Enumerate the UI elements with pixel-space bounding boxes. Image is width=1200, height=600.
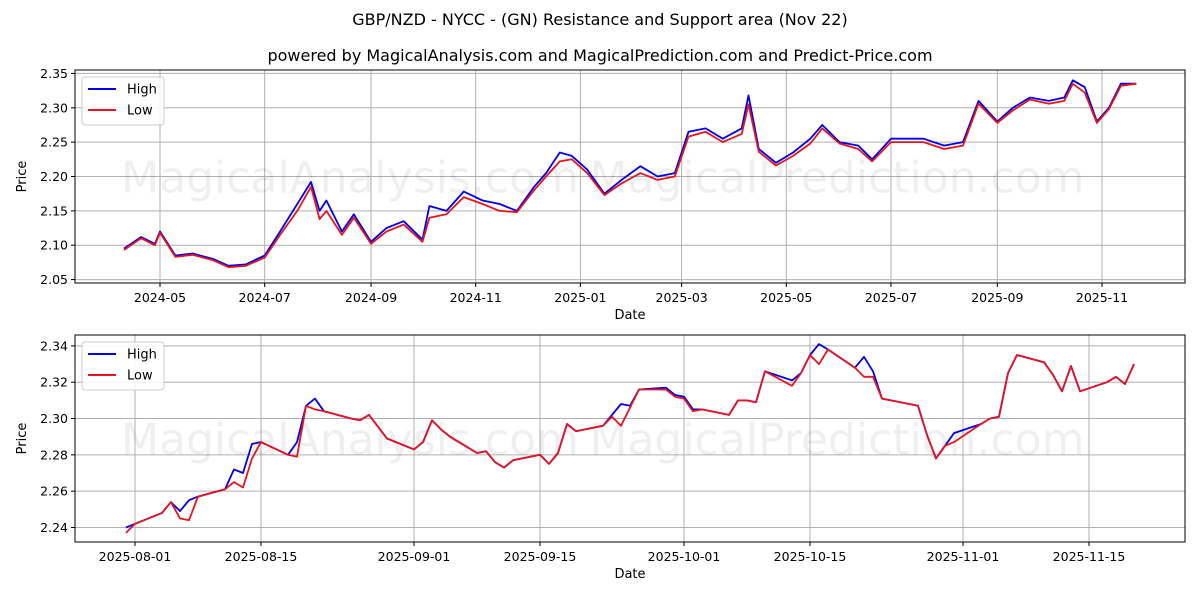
x-tick-label: 2025-10-15 [774, 549, 847, 564]
plot-frame [74, 69, 1186, 284]
x-tick-label: 2025-11-15 [1053, 549, 1126, 564]
y-tick-label: 2.34 [40, 338, 68, 353]
y-tick-label: 2.25 [40, 135, 68, 150]
x-tick-label: 2025-09-15 [504, 549, 577, 564]
x-tick-label: 2025-11-01 [927, 549, 1000, 564]
watermark: MagicalPrediction.com [590, 153, 1085, 204]
y-axis-label: Price [15, 423, 30, 455]
x-axis-label: Date [614, 308, 645, 323]
watermark: MagicalAnalysis.com [121, 153, 579, 204]
chart-subtitle: powered by MagicalAnalysis.com and Magic… [267, 46, 933, 65]
high-series-line [123, 79, 1137, 267]
y-axis-label: Price [15, 161, 30, 193]
x-tick-label: 2024-11 [450, 290, 502, 305]
legend: High Low [81, 341, 165, 391]
bottom-chart-panel: 2.24 2.26 2.28 2.30 2.32 2.34 2025-08-01 2025-0… [15, 334, 1186, 582]
x-tick-label: 2025-01 [554, 290, 606, 305]
chart-title: GBP/NZD - NYCC - (GN) Resistance and Sup… [352, 10, 848, 29]
y-tick-label: 2.30 [40, 411, 68, 426]
y-tick-label: 2.05 [40, 272, 68, 287]
watermark: MagicalPrediction.com [590, 415, 1085, 466]
high-legend-label: High [127, 83, 157, 98]
high-legend-label: High [127, 348, 157, 363]
y-tick-label: 2.24 [40, 520, 68, 535]
x-tick-label: 2025-09 [971, 290, 1023, 305]
y-tick-label: 2.30 [40, 100, 68, 115]
x-tick-label: 2024-09 [345, 290, 397, 305]
y-tick-label: 2.26 [40, 484, 68, 499]
y-tick-label: 2.10 [40, 238, 68, 253]
y-tick-label: 2.20 [40, 169, 68, 184]
low-series-line [125, 348, 1135, 534]
low-legend-label: Low [127, 369, 153, 384]
y-tick-label: 2.32 [40, 375, 68, 390]
x-tick-label: 2025-10-01 [648, 549, 721, 564]
top-chart-panel: 2.05 2.10 2.15 2.20 2.25 2.30 2.35 2024-05 2024-… [15, 66, 1186, 323]
watermark: MagicalAnalysis.com [121, 415, 579, 466]
y-tick-label: 2.15 [40, 203, 68, 218]
x-tick-label: 2024-07 [239, 290, 291, 305]
x-tick-label: 2025-08-15 [225, 549, 298, 564]
x-tick-label: 2025-11 [1076, 290, 1128, 305]
x-tick-label: 2025-05 [760, 290, 812, 305]
x-axis-label: Date [614, 567, 645, 582]
y-tick-label: 2.35 [40, 66, 68, 81]
low-series-line [123, 82, 1137, 269]
x-tick-label: 2025-03 [656, 290, 708, 305]
x-tick-label: 2024-05 [134, 290, 186, 305]
legend: High Low [81, 76, 165, 126]
low-legend-label: Low [127, 104, 153, 119]
y-tick-label: 2.28 [40, 447, 68, 462]
x-tick-label: 2025-09-01 [378, 549, 451, 564]
x-tick-label: 2025-07 [865, 290, 917, 305]
x-tick-label: 2025-08-01 [99, 549, 172, 564]
plot-frame [74, 334, 1186, 543]
